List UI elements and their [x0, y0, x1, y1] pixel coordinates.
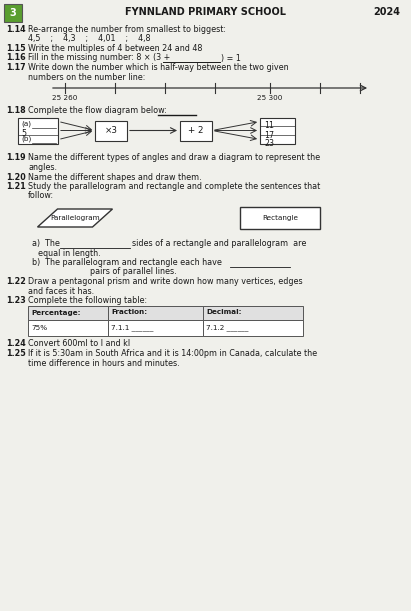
FancyBboxPatch shape: [260, 117, 295, 144]
Text: 25 300: 25 300: [257, 95, 283, 101]
Text: 1.22: 1.22: [6, 277, 26, 286]
Text: 5: 5: [21, 128, 26, 137]
FancyBboxPatch shape: [108, 306, 203, 320]
Text: Write the multiples of 4 between 24 and 48: Write the multiples of 4 between 24 and …: [28, 44, 202, 53]
Text: equal in length.: equal in length.: [38, 249, 101, 257]
Text: Fill in the missing number: 8 × (3 +: Fill in the missing number: 8 × (3 +: [28, 54, 173, 62]
FancyBboxPatch shape: [28, 320, 108, 335]
Text: ×3: ×3: [104, 126, 118, 135]
Text: 1.17: 1.17: [6, 63, 25, 72]
FancyBboxPatch shape: [203, 320, 303, 335]
Text: Parallelogram: Parallelogram: [50, 215, 100, 221]
Text: 75%: 75%: [31, 324, 47, 331]
Text: Complete the following table:: Complete the following table:: [28, 296, 147, 305]
Text: Convert 600ml to l and kl: Convert 600ml to l and kl: [28, 340, 130, 348]
Text: 11: 11: [264, 122, 274, 131]
Text: 1.23: 1.23: [6, 296, 26, 305]
Text: time difference in hours and minutes.: time difference in hours and minutes.: [28, 359, 180, 367]
Text: Percentage:: Percentage:: [31, 310, 81, 315]
Text: 1.19: 1.19: [6, 153, 25, 163]
Text: 1.18: 1.18: [6, 106, 26, 115]
Text: Complete the flow diagram below:: Complete the flow diagram below:: [28, 106, 167, 115]
Text: Name the different shapes and draw them.: Name the different shapes and draw them.: [28, 172, 202, 181]
Text: sides of a rectangle and parallelogram  are: sides of a rectangle and parallelogram a…: [132, 239, 306, 248]
FancyBboxPatch shape: [180, 120, 212, 141]
Text: ) = 1: ) = 1: [221, 54, 241, 62]
FancyBboxPatch shape: [108, 320, 203, 335]
Text: 7.1.2 ______: 7.1.2 ______: [206, 324, 248, 331]
Text: 1.20: 1.20: [6, 172, 26, 181]
Text: (a): (a): [21, 120, 31, 127]
Text: angles.: angles.: [28, 163, 57, 172]
FancyBboxPatch shape: [18, 117, 58, 144]
Text: Write down the number which is half-way between the two given: Write down the number which is half-way …: [28, 63, 289, 72]
Text: 1.15: 1.15: [6, 44, 25, 53]
Text: 1.16: 1.16: [6, 54, 25, 62]
Text: 3: 3: [9, 8, 16, 18]
Text: Study the parallelogram and rectangle and complete the sentences that: Study the parallelogram and rectangle an…: [28, 182, 320, 191]
Text: Decimal:: Decimal:: [206, 310, 242, 315]
Text: 1.24: 1.24: [6, 340, 26, 348]
Text: pairs of parallel lines.: pairs of parallel lines.: [90, 268, 177, 277]
Text: (b): (b): [21, 136, 31, 142]
Text: follow:: follow:: [28, 191, 54, 200]
Text: 23: 23: [264, 139, 274, 148]
Text: Re-arrange the number from smallest to biggest:: Re-arrange the number from smallest to b…: [28, 25, 226, 34]
Text: 25 260: 25 260: [52, 95, 78, 101]
FancyBboxPatch shape: [4, 4, 22, 22]
Text: Name the different types of angles and draw a diagram to represent the: Name the different types of angles and d…: [28, 153, 320, 163]
Text: 1.25: 1.25: [6, 349, 26, 358]
FancyBboxPatch shape: [95, 120, 127, 141]
FancyBboxPatch shape: [28, 306, 108, 320]
Text: b)  The parallelogram and rectangle each have: b) The parallelogram and rectangle each …: [32, 258, 222, 267]
Text: Fraction:: Fraction:: [111, 310, 147, 315]
Text: FYNNLAND PRIMARY SCHOOL: FYNNLAND PRIMARY SCHOOL: [125, 7, 286, 17]
Text: and faces it has.: and faces it has.: [28, 287, 94, 296]
Text: 17: 17: [264, 131, 274, 139]
Text: 1.14: 1.14: [6, 25, 25, 34]
Text: 7.1.1 ______: 7.1.1 ______: [111, 324, 153, 331]
Polygon shape: [37, 209, 113, 227]
Text: + 2: + 2: [188, 126, 204, 135]
FancyBboxPatch shape: [240, 207, 320, 229]
Text: Draw a pentagonal prism and write down how many vertices, edges: Draw a pentagonal prism and write down h…: [28, 277, 302, 286]
FancyBboxPatch shape: [203, 306, 303, 320]
Text: Rectangle: Rectangle: [262, 215, 298, 221]
Text: If it is 5:30am in South Africa and it is 14:00pm in Canada, calculate the: If it is 5:30am in South Africa and it i…: [28, 349, 317, 358]
Text: 4,5    ;    4,3    ;    4,01    ;    4,8: 4,5 ; 4,3 ; 4,01 ; 4,8: [28, 34, 150, 43]
Text: a)  The: a) The: [32, 239, 60, 248]
Text: numbers on the number line:: numbers on the number line:: [28, 73, 145, 81]
Text: 1.21: 1.21: [6, 182, 26, 191]
Text: 2024: 2024: [373, 7, 400, 17]
